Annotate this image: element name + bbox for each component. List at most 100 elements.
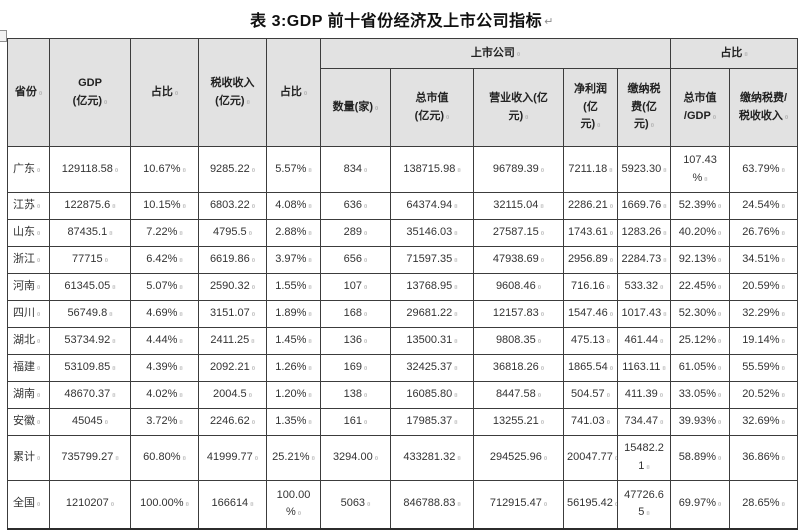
value-cell: 100.00 % (266, 480, 321, 529)
value-cell: 10.15% (130, 192, 199, 220)
value-cell: 10.67% (130, 146, 199, 193)
value-cell: 1.45% (266, 327, 321, 355)
value-cell: 4.69% (130, 300, 199, 328)
value-cell: 3.97% (266, 246, 321, 274)
value-cell: 1865.54 (563, 354, 618, 382)
value-cell: 25.12% (670, 327, 731, 355)
col-header-tax-share: 占比 (266, 38, 321, 147)
value-cell: 40.20% (670, 219, 731, 247)
value-cell: 294525.96 (473, 435, 564, 481)
value-cell: 5923.30 (616, 146, 672, 193)
value-cell: 475.13 (563, 327, 618, 355)
value-cell: 7.22% (130, 219, 199, 247)
province-cell: 湖南 (7, 381, 50, 409)
table-anchor-icon[interactable] (0, 30, 7, 42)
value-cell: 4795.5 (198, 219, 267, 247)
value-cell: 22.45% (670, 273, 731, 301)
value-cell: 461.44 (616, 327, 672, 355)
table-title-text: 表 3:GDP 前十省份经济及上市公司指标 (250, 13, 543, 30)
value-cell: 41999.77 (198, 435, 267, 481)
table-row: 湖北53734.924.44%2411.251.45%13613500.3198… (7, 327, 799, 355)
value-cell: 2284.73 (616, 246, 672, 274)
value-cell: 96789.39 (473, 146, 564, 193)
province-cell: 湖北 (7, 327, 50, 355)
value-cell: 8447.58 (473, 381, 564, 409)
value-cell: 4.44% (130, 327, 199, 355)
value-cell: 2956.89 (563, 246, 618, 274)
col-header-gdp-share: 占比 (130, 38, 199, 147)
value-cell: 56749.8 (49, 300, 131, 328)
group-header-listed-companies: 上市公司 (319, 38, 672, 69)
value-cell: 433281.32 (390, 435, 474, 481)
table-row: 福建53109.854.39%2092.211.26%16932425.3736… (7, 354, 799, 382)
value-cell: 63.79% (729, 146, 799, 193)
value-cell: 92.13% (670, 246, 731, 274)
value-cell: 656 (320, 246, 391, 274)
value-cell: 138715.98 (390, 146, 474, 193)
value-cell: 69.97% (670, 480, 731, 529)
table-row: 江苏122875.610.15%6803.224.08%63664374.943… (7, 192, 799, 220)
value-cell: 32.29% (729, 300, 799, 328)
table-body: 广东129118.5810.67%9285.225.57%834138715.9… (7, 146, 799, 529)
col-header-tax-paid: 缴纳税 费(亿 元) (616, 68, 672, 147)
value-cell: 1547.46 (563, 300, 618, 328)
value-cell: 5.57% (266, 146, 321, 193)
province-cell: 安徽 (7, 408, 50, 436)
province-cell: 江苏 (7, 192, 50, 220)
value-cell: 58.89% (670, 435, 731, 481)
value-cell: 71597.35 (390, 246, 474, 274)
value-cell: 289 (320, 219, 391, 247)
value-cell: 2246.62 (198, 408, 267, 436)
value-cell: 3294.00 (320, 435, 391, 481)
page-title: 表 3:GDP 前十省份经济及上市公司指标 ↵ (0, 7, 804, 31)
value-cell: 1210207 (49, 480, 131, 529)
province-cell: 福建 (7, 354, 50, 382)
value-cell: 138 (320, 381, 391, 409)
value-cell: 4.02% (130, 381, 199, 409)
value-cell: 60.80% (130, 435, 199, 481)
value-cell: 122875.6 (49, 192, 131, 220)
value-cell: 64374.94 (390, 192, 474, 220)
value-cell: 29681.22 (390, 300, 474, 328)
col-header-tax-revenue: 税收收入 (亿元) (198, 38, 267, 147)
value-cell: 1.89% (266, 300, 321, 328)
value-cell: 2590.32 (198, 273, 267, 301)
table-row: 四川56749.84.69%3151.071.89%16829681.22121… (7, 300, 799, 328)
province-cell: 河南 (7, 273, 50, 301)
value-cell: 834 (320, 146, 391, 193)
value-cell: 1.55% (266, 273, 321, 301)
table-row: 湖南48670.374.02%2004.51.20%13816085.80844… (7, 381, 799, 409)
value-cell: 26.76% (729, 219, 799, 247)
value-cell: 533.32 (616, 273, 672, 301)
value-cell: 28.65% (729, 480, 799, 529)
value-cell: 6.42% (130, 246, 199, 274)
value-cell: 2286.21 (563, 192, 618, 220)
value-cell: 45045 (49, 408, 131, 436)
province-cell: 全国 (7, 480, 50, 529)
value-cell: 77715 (49, 246, 131, 274)
value-cell: 20.59% (729, 273, 799, 301)
table-row: 累计735799.2760.80%41999.7725.21%3294.0043… (7, 435, 799, 481)
value-cell: 1163.11 (616, 354, 672, 382)
province-cell: 浙江 (7, 246, 50, 274)
value-cell: 168 (320, 300, 391, 328)
value-cell: 47726.6 5 (616, 480, 672, 529)
province-cell: 山东 (7, 219, 50, 247)
value-cell: 411.39 (616, 381, 672, 409)
table-row: 浙江777156.42%6619.863.97%65671597.3547938… (7, 246, 799, 274)
col-header-province: 省份 (7, 38, 50, 147)
table-header: 省份 GDP (亿元) 占比 税收收入 (亿元) 占比 上市公司 占比 数量(家… (7, 38, 799, 147)
value-cell: 13768.95 (390, 273, 474, 301)
col-header-count: 数量(家) (320, 68, 391, 147)
value-cell: 1.26% (266, 354, 321, 382)
value-cell: 36818.26 (473, 354, 564, 382)
value-cell: 129118.58 (49, 146, 131, 193)
value-cell: 56195.42 (563, 480, 618, 529)
value-cell: 20.52% (729, 381, 799, 409)
value-cell: 712915.47 (473, 480, 564, 529)
value-cell: 27587.15 (473, 219, 564, 247)
header-row-sub: 数量(家) 总市值 (亿元) 营业收入(亿 元) 净利润(亿 元) 缴纳税 费(… (8, 68, 799, 147)
header-row-groups: 省份 GDP (亿元) 占比 税收收入 (亿元) 占比 上市公司 占比 (7, 38, 799, 147)
value-cell: 107 (320, 273, 391, 301)
value-cell: 100.00% (130, 480, 199, 529)
